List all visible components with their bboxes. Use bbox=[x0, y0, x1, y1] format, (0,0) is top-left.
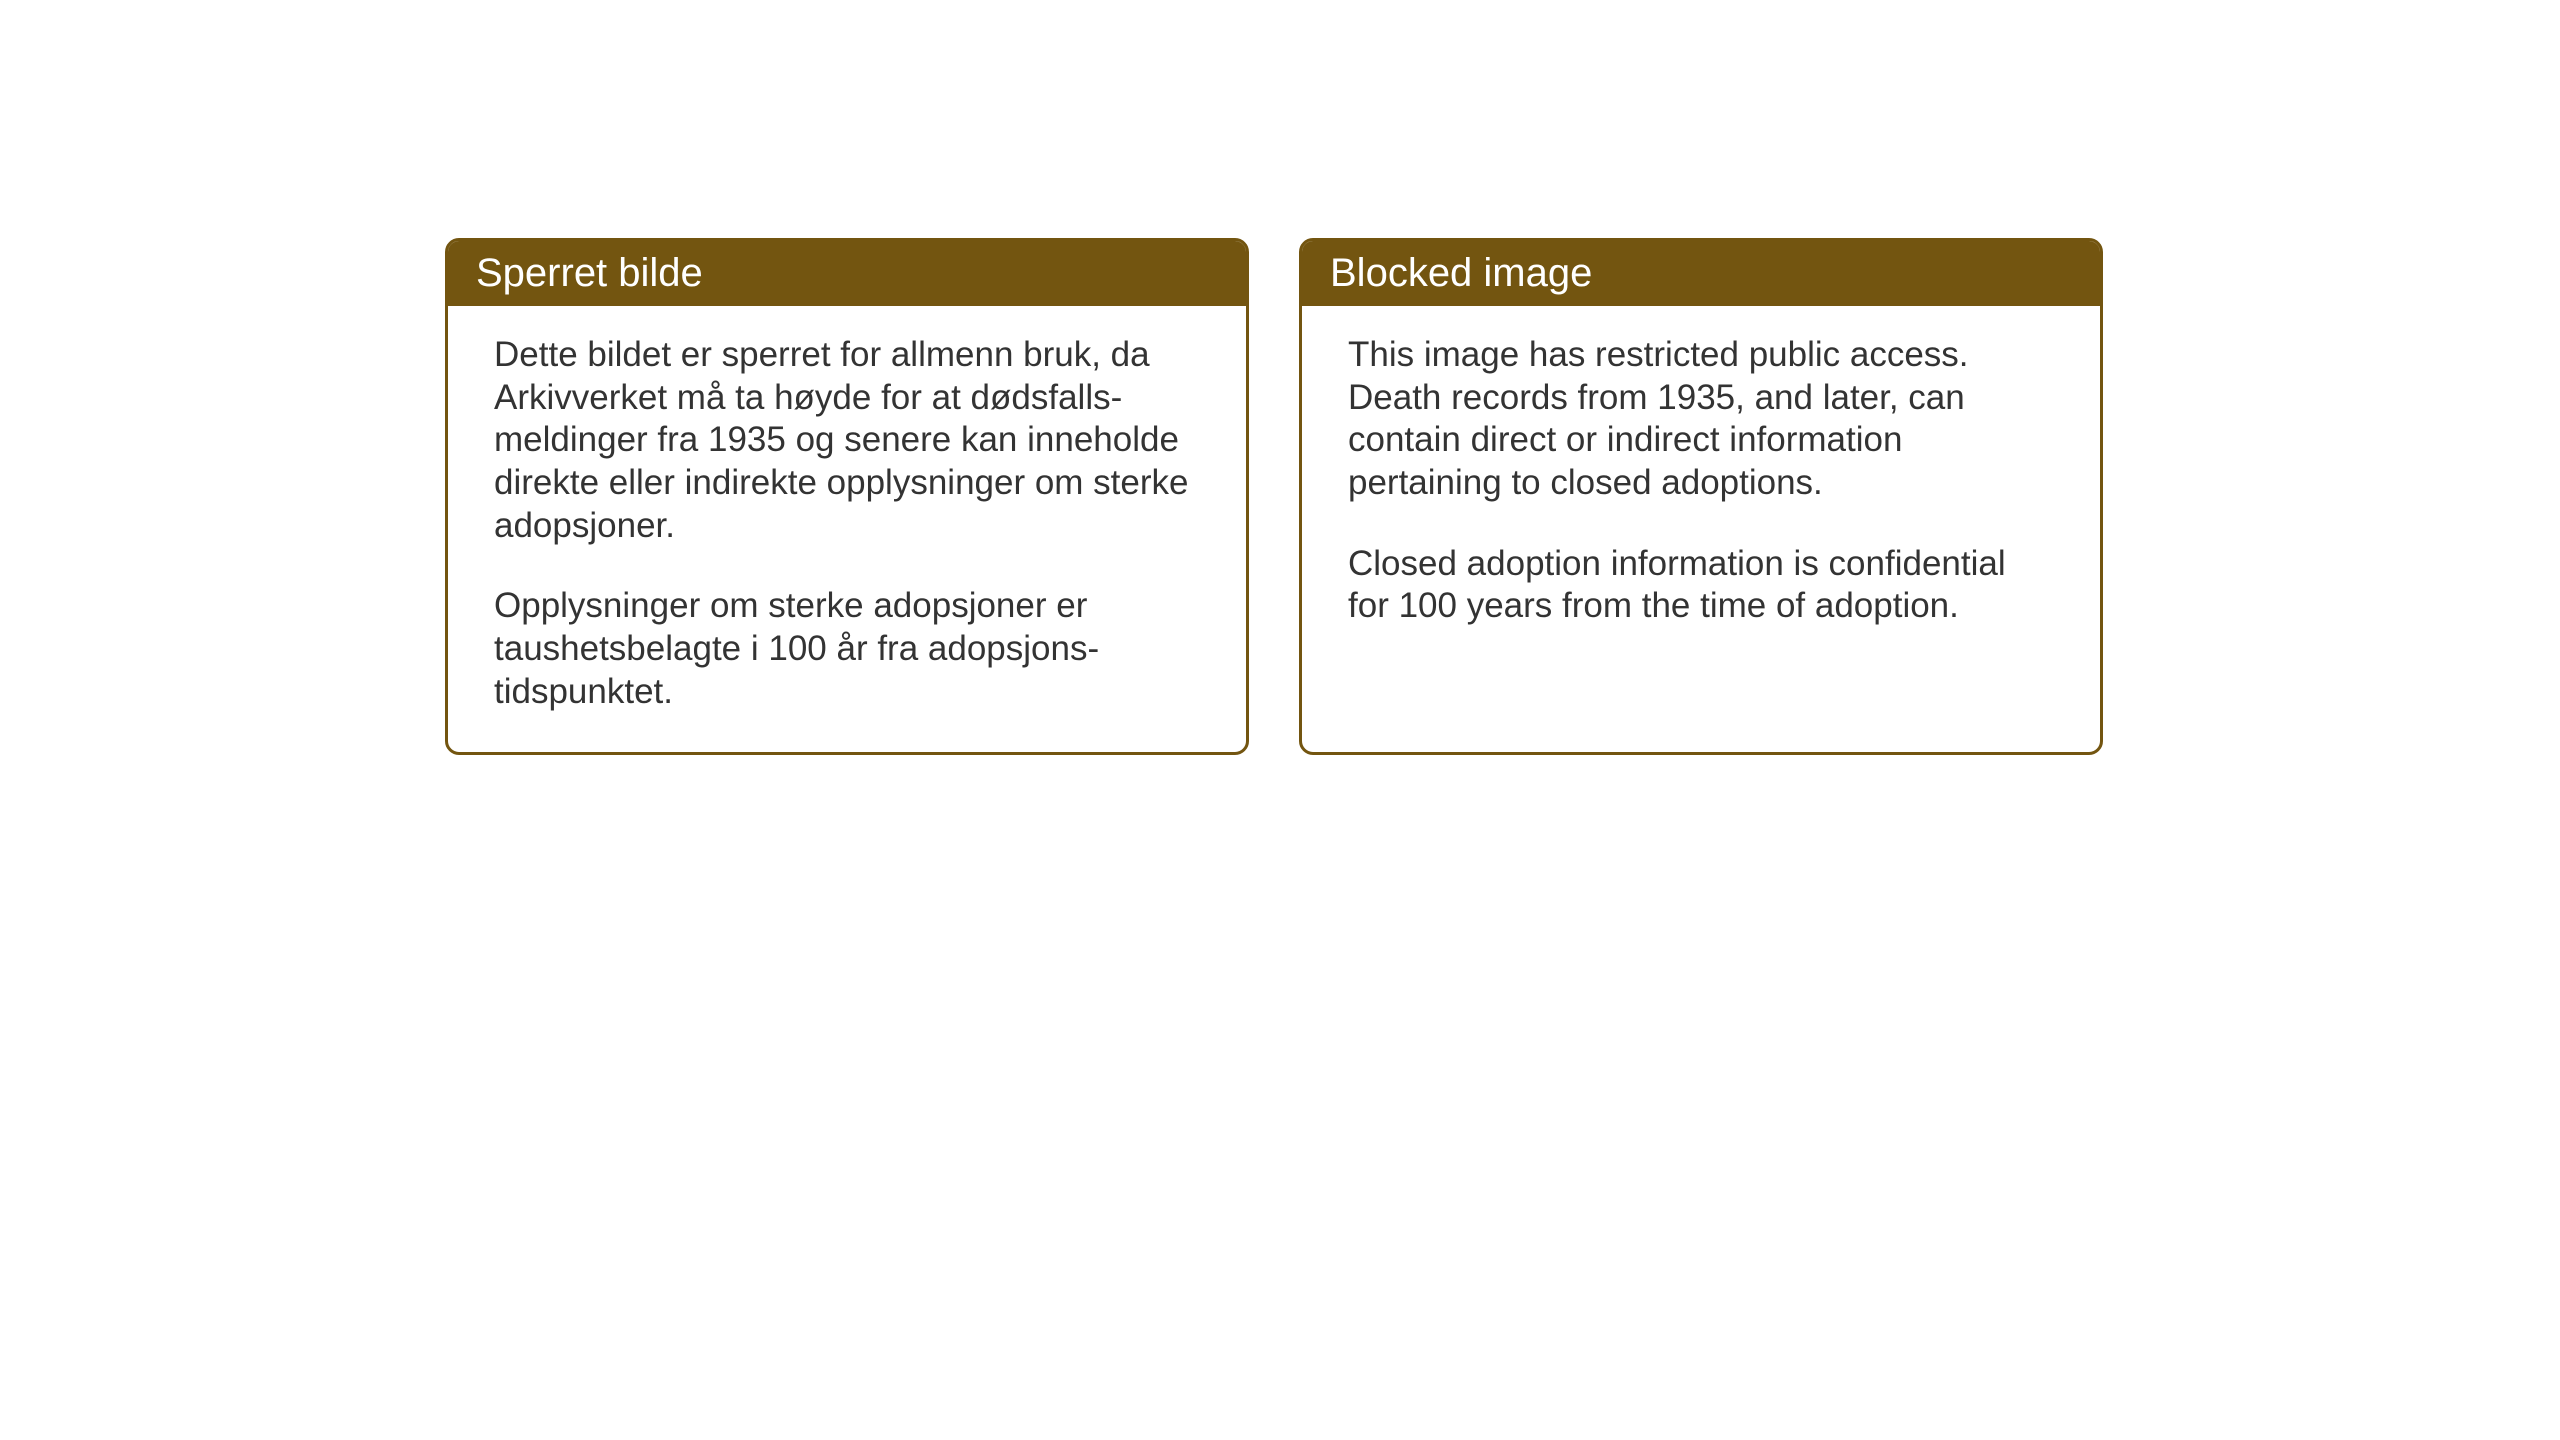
english-card-body: This image has restricted public access.… bbox=[1302, 306, 2100, 666]
english-card: Blocked image This image has restricted … bbox=[1299, 238, 2103, 755]
norwegian-paragraph-1: Dette bildet er sperret for allmenn bruk… bbox=[494, 334, 1200, 547]
norwegian-card: Sperret bilde Dette bildet er sperret fo… bbox=[445, 238, 1249, 755]
cards-container: Sperret bilde Dette bildet er sperret fo… bbox=[445, 238, 2103, 755]
norwegian-card-body: Dette bildet er sperret for allmenn bruk… bbox=[448, 306, 1246, 752]
english-paragraph-2: Closed adoption information is confident… bbox=[1348, 543, 2054, 628]
norwegian-paragraph-2: Opplysninger om sterke adopsjoner er tau… bbox=[494, 585, 1200, 713]
english-paragraph-1: This image has restricted public access.… bbox=[1348, 334, 2054, 505]
english-card-header: Blocked image bbox=[1302, 241, 2100, 306]
norwegian-card-header: Sperret bilde bbox=[448, 241, 1246, 306]
